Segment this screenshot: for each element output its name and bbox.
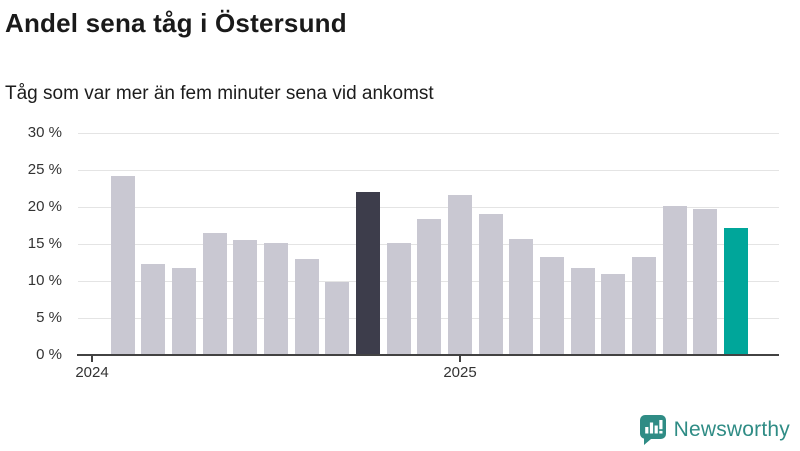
bar <box>509 238 534 355</box>
bar <box>141 263 166 355</box>
bar <box>325 282 350 355</box>
y-axis-label: 20 % <box>27 198 62 215</box>
y-axis-label: 30 % <box>27 124 62 141</box>
newsworthy-wordmark: Newsworthy <box>673 418 790 441</box>
y-axis-label: 25 % <box>27 161 62 178</box>
newsworthy-icon <box>639 414 667 446</box>
plot-area: 0 % 5 % 10 % 15 % 20 % 25 % 30 % 2024 2025 <box>28 124 779 381</box>
bar <box>540 256 565 355</box>
bar <box>294 258 319 355</box>
y-axis-label: 10 % <box>27 272 62 289</box>
bar <box>448 195 473 355</box>
gridline-20 <box>78 206 779 208</box>
bar-highlighted <box>356 192 381 355</box>
gridline-30 <box>78 132 779 134</box>
x-axis-label: 2025 <box>443 364 477 381</box>
bar <box>233 240 258 355</box>
x-axis-tick <box>459 356 462 362</box>
bar <box>693 209 718 355</box>
x-axis-label: 2024 <box>75 364 109 381</box>
y-axis-label: 15 % <box>27 235 62 252</box>
bar <box>662 206 687 355</box>
bar <box>632 256 657 355</box>
gridline-25 <box>78 169 779 171</box>
bar-latest <box>724 228 749 355</box>
y-axis-label: 0 % <box>36 346 62 363</box>
x-axis-line <box>77 354 779 356</box>
bar <box>110 175 135 355</box>
bar <box>570 267 595 355</box>
chart-title: Andel sena tåg i Östersund <box>5 8 347 38</box>
bar <box>264 243 289 355</box>
bar <box>386 243 411 355</box>
bar <box>417 218 442 355</box>
x-axis-tick <box>91 356 93 362</box>
chart-subtitle: Tåg som var mer än fem minuter sena vid … <box>5 83 434 104</box>
bar <box>172 267 196 355</box>
bar <box>478 213 503 355</box>
y-axis-label: 5 % <box>36 309 62 326</box>
newsworthy-logo: Newsworthy <box>639 414 790 446</box>
bar <box>202 232 227 355</box>
bar <box>601 274 626 355</box>
